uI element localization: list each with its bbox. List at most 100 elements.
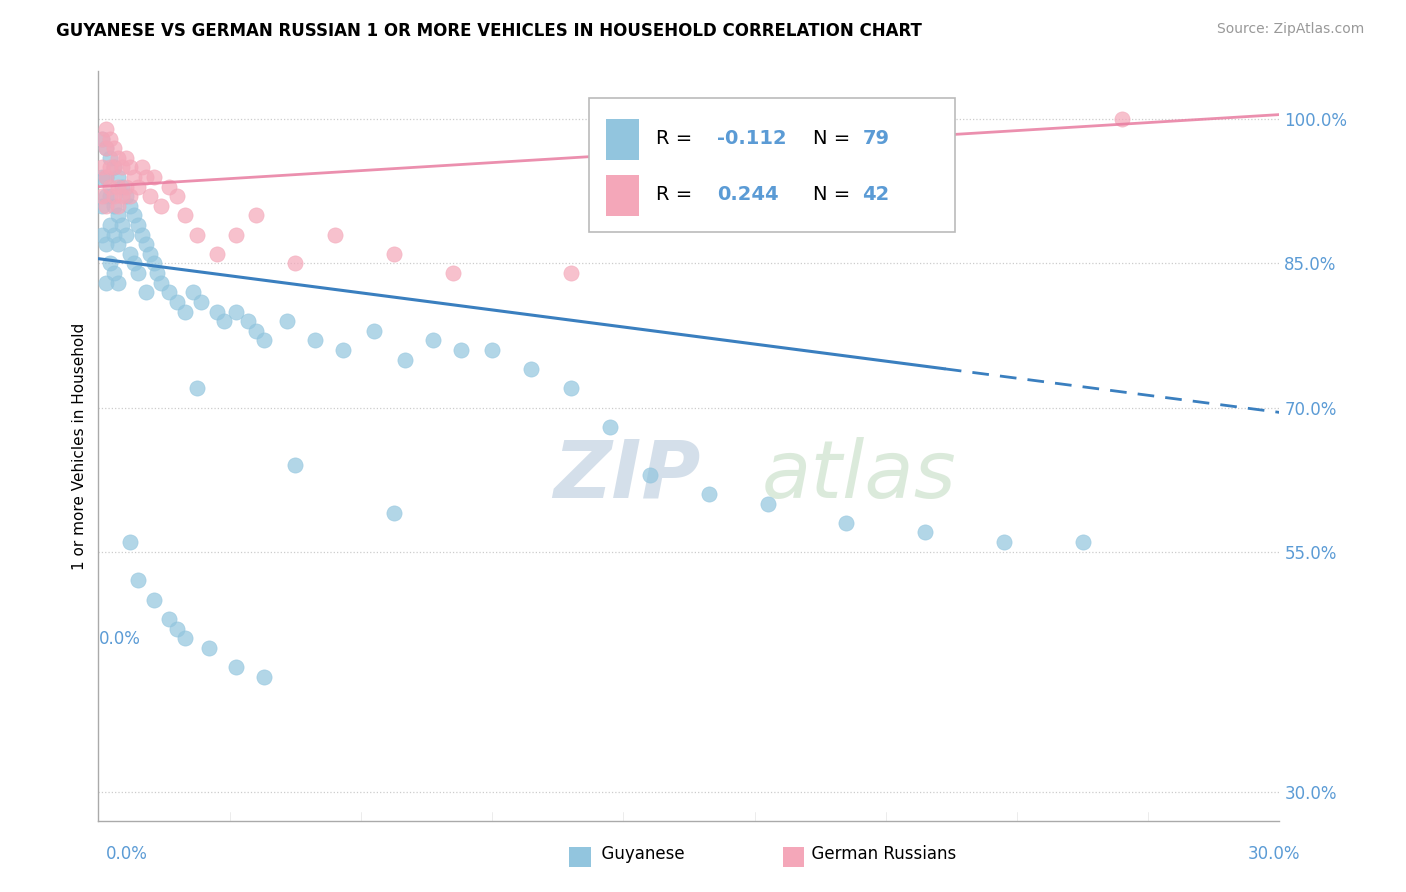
Point xyxy=(323,227,346,242)
Point xyxy=(91,189,114,203)
Point xyxy=(157,612,180,626)
Point xyxy=(111,189,134,203)
Point xyxy=(450,343,472,357)
Point xyxy=(135,285,157,300)
Point xyxy=(520,362,543,376)
Point xyxy=(835,516,858,530)
Point xyxy=(103,161,125,175)
Point xyxy=(115,179,138,194)
Point xyxy=(96,189,118,203)
Point xyxy=(91,169,114,184)
Point xyxy=(142,592,165,607)
Point xyxy=(150,199,173,213)
Point xyxy=(363,324,385,338)
Point xyxy=(135,237,157,252)
Point xyxy=(98,131,121,145)
Text: Guyanese: Guyanese xyxy=(591,846,685,863)
Point xyxy=(332,343,354,357)
Point xyxy=(914,525,936,540)
Text: atlas: atlas xyxy=(762,437,957,515)
Point xyxy=(96,122,118,136)
Point xyxy=(304,334,326,348)
Point xyxy=(98,151,121,165)
Point xyxy=(481,343,503,357)
Text: 42: 42 xyxy=(862,186,890,204)
Point xyxy=(150,276,173,290)
Point xyxy=(118,199,141,213)
Point xyxy=(135,169,157,184)
Point xyxy=(96,199,118,213)
Text: GUYANESE VS GERMAN RUSSIAN 1 OR MORE VEHICLES IN HOUSEHOLD CORRELATION CHART: GUYANESE VS GERMAN RUSSIAN 1 OR MORE VEH… xyxy=(56,22,922,40)
Point xyxy=(118,161,141,175)
Point xyxy=(174,209,197,223)
Point xyxy=(107,209,129,223)
Point xyxy=(98,256,121,270)
Point xyxy=(205,304,228,318)
Point xyxy=(157,179,180,194)
Point xyxy=(96,276,118,290)
Point xyxy=(993,535,1015,549)
Point xyxy=(422,334,444,348)
Point xyxy=(115,227,138,242)
Point xyxy=(1071,535,1094,549)
Point xyxy=(142,169,165,184)
Bar xyxy=(606,175,640,216)
Point xyxy=(118,535,141,549)
Point xyxy=(107,169,129,184)
Text: German Russians: German Russians xyxy=(801,846,956,863)
Point xyxy=(186,227,208,242)
Text: R =: R = xyxy=(655,186,699,204)
Point xyxy=(118,189,141,203)
Text: 0.0%: 0.0% xyxy=(105,846,148,863)
Y-axis label: 1 or more Vehicles in Household: 1 or more Vehicles in Household xyxy=(72,322,87,570)
Point xyxy=(115,151,138,165)
Point xyxy=(91,199,114,213)
Point xyxy=(111,161,134,175)
Point xyxy=(103,266,125,280)
Point xyxy=(205,247,228,261)
Point xyxy=(138,189,160,203)
Point xyxy=(127,179,149,194)
Point xyxy=(276,314,298,328)
Point xyxy=(122,209,145,223)
Point xyxy=(107,237,129,252)
Point xyxy=(131,161,153,175)
Point xyxy=(142,256,165,270)
Point xyxy=(91,131,114,145)
Point xyxy=(98,218,121,232)
Point xyxy=(111,218,134,232)
Point xyxy=(284,458,307,473)
Point xyxy=(118,247,141,261)
Point xyxy=(225,660,247,674)
Text: R =: R = xyxy=(655,129,699,148)
Point xyxy=(599,419,621,434)
Point xyxy=(96,237,118,252)
Bar xyxy=(606,119,640,160)
Point xyxy=(284,256,307,270)
Point xyxy=(253,669,276,683)
Point xyxy=(122,256,145,270)
Point xyxy=(394,352,416,367)
Point xyxy=(245,209,267,223)
Point xyxy=(441,266,464,280)
Point xyxy=(225,304,247,318)
Point xyxy=(107,276,129,290)
Point xyxy=(115,189,138,203)
Point xyxy=(91,131,114,145)
Text: N =: N = xyxy=(813,186,856,204)
Point xyxy=(157,285,180,300)
Text: -0.112: -0.112 xyxy=(717,129,787,148)
FancyBboxPatch shape xyxy=(589,97,955,233)
Point xyxy=(186,381,208,395)
Text: Source: ZipAtlas.com: Source: ZipAtlas.com xyxy=(1216,22,1364,37)
Point xyxy=(174,304,197,318)
Point xyxy=(91,161,114,175)
Point xyxy=(96,141,118,155)
Point xyxy=(181,285,204,300)
Point xyxy=(103,199,125,213)
Point xyxy=(91,227,114,242)
Point xyxy=(174,631,197,645)
Point xyxy=(103,161,125,175)
Point xyxy=(382,247,405,261)
Point xyxy=(197,640,219,655)
